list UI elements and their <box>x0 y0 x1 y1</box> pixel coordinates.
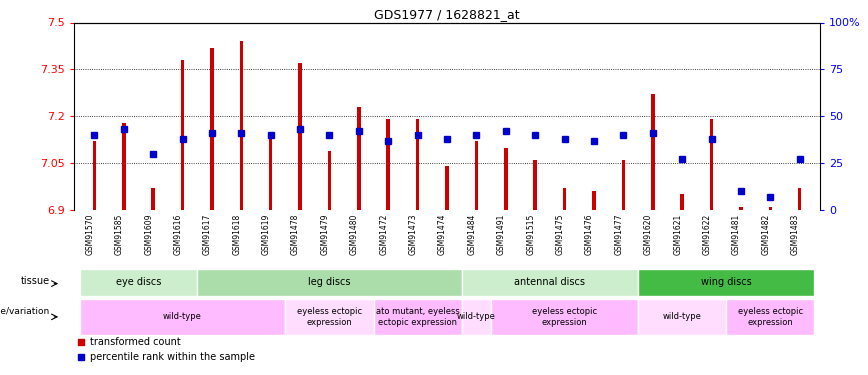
Text: GSM91585: GSM91585 <box>115 214 124 255</box>
Bar <box>798 188 801 210</box>
Text: transformed count: transformed count <box>90 337 181 347</box>
Bar <box>299 63 302 210</box>
Title: GDS1977 / 1628821_at: GDS1977 / 1628821_at <box>374 8 520 21</box>
Text: tissue: tissue <box>21 276 50 286</box>
Bar <box>638 299 727 335</box>
Bar <box>93 141 96 210</box>
Text: genotype/variation: genotype/variation <box>0 307 50 316</box>
Bar <box>373 299 462 335</box>
Text: GSM91475: GSM91475 <box>556 214 564 255</box>
Text: GSM91617: GSM91617 <box>203 214 212 255</box>
Text: GSM91515: GSM91515 <box>526 214 536 255</box>
Text: GSM91474: GSM91474 <box>438 214 447 255</box>
Bar <box>651 94 654 210</box>
Text: wild-type: wild-type <box>457 312 496 321</box>
Bar <box>768 207 772 210</box>
Bar <box>681 194 684 210</box>
Bar <box>328 151 332 210</box>
Bar <box>386 119 390 210</box>
Bar <box>357 107 360 210</box>
Bar <box>592 191 595 210</box>
Bar <box>80 268 197 296</box>
Text: eyeless ectopic
expression: eyeless ectopic expression <box>297 307 362 327</box>
Bar <box>638 268 814 296</box>
Text: eye discs: eye discs <box>115 277 161 287</box>
Text: GSM91482: GSM91482 <box>761 214 770 255</box>
Text: GSM91491: GSM91491 <box>496 214 506 255</box>
Text: GSM91479: GSM91479 <box>320 214 330 255</box>
Text: GSM91609: GSM91609 <box>144 214 153 255</box>
Bar <box>462 268 638 296</box>
Bar <box>534 160 537 210</box>
Text: percentile rank within the sample: percentile rank within the sample <box>90 352 255 362</box>
Text: wild-type: wild-type <box>163 312 202 321</box>
Bar <box>210 48 214 210</box>
Bar <box>727 299 814 335</box>
Text: GSM91480: GSM91480 <box>350 214 358 255</box>
Bar <box>462 299 491 335</box>
Bar <box>269 138 273 210</box>
Text: GSM91473: GSM91473 <box>409 214 418 255</box>
Text: GSM91619: GSM91619 <box>261 214 271 255</box>
Bar <box>621 160 625 210</box>
Text: GSM91476: GSM91476 <box>585 214 594 255</box>
Bar <box>240 41 243 210</box>
Bar <box>740 207 743 210</box>
Bar <box>181 60 184 210</box>
Bar <box>80 299 286 335</box>
Text: GSM91621: GSM91621 <box>673 214 682 255</box>
Bar <box>416 119 419 210</box>
Text: GSM91622: GSM91622 <box>702 214 712 255</box>
Bar <box>286 299 373 335</box>
Bar <box>122 123 126 210</box>
Text: leg discs: leg discs <box>308 277 351 287</box>
Text: ato mutant, eyeless
ectopic expression: ato mutant, eyeless ectopic expression <box>376 307 459 327</box>
Text: GSM91616: GSM91616 <box>174 214 182 255</box>
Text: GSM91478: GSM91478 <box>291 214 300 255</box>
Text: GSM91472: GSM91472 <box>379 214 388 255</box>
Bar <box>475 141 478 210</box>
Bar <box>445 166 449 210</box>
Text: GSM91570: GSM91570 <box>85 214 95 255</box>
Bar <box>562 188 566 210</box>
Text: GSM91477: GSM91477 <box>615 214 623 255</box>
Text: eyeless ectopic
expression: eyeless ectopic expression <box>532 307 597 327</box>
Text: GSM91618: GSM91618 <box>233 214 241 255</box>
Text: wild-type: wild-type <box>662 312 701 321</box>
Bar <box>710 119 713 210</box>
Text: GSM91484: GSM91484 <box>467 214 477 255</box>
Text: eyeless ectopic
expression: eyeless ectopic expression <box>738 307 803 327</box>
Bar <box>504 147 508 210</box>
Text: GSM91483: GSM91483 <box>791 214 799 255</box>
Bar <box>197 268 462 296</box>
Text: wing discs: wing discs <box>700 277 752 287</box>
Bar <box>491 299 638 335</box>
Bar <box>151 188 155 210</box>
Text: GSM91620: GSM91620 <box>644 214 653 255</box>
Text: antennal discs: antennal discs <box>515 277 585 287</box>
Text: GSM91481: GSM91481 <box>732 214 741 255</box>
